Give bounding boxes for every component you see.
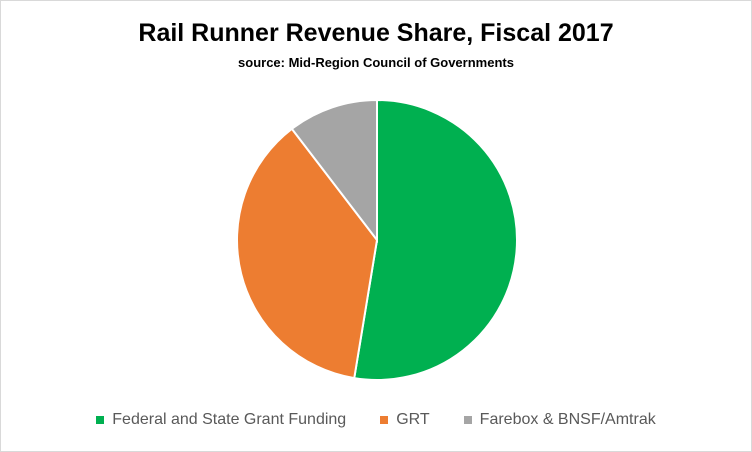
pie-slice-2 — [290, 98, 378, 243]
legend-item-farebox: Farebox & BNSF/Amtrak — [463, 411, 656, 429]
legend-item-federal: Federal and State Grant Funding — [96, 411, 346, 429]
chart-title: Rail Runner Revenue Share, Fiscal 2017 — [138, 19, 614, 47]
chart-subtitle: source: Mid-Region Council of Government… — [238, 55, 514, 70]
pie-slice-1 — [236, 127, 379, 380]
legend-item-grt: GRT — [380, 411, 430, 429]
legend-label: Federal and State Grant Funding — [112, 411, 347, 428]
legend-label: Farebox & BNSF/Amtrak — [479, 411, 656, 428]
legend-swatch — [96, 416, 105, 424]
legend-label: GRT — [396, 411, 430, 428]
legend: Federal and State Grant Funding GRT Fare… — [1, 411, 751, 429]
legend-swatch — [380, 416, 389, 424]
legend-swatch — [463, 416, 472, 424]
pie-slice-0 — [353, 98, 518, 381]
